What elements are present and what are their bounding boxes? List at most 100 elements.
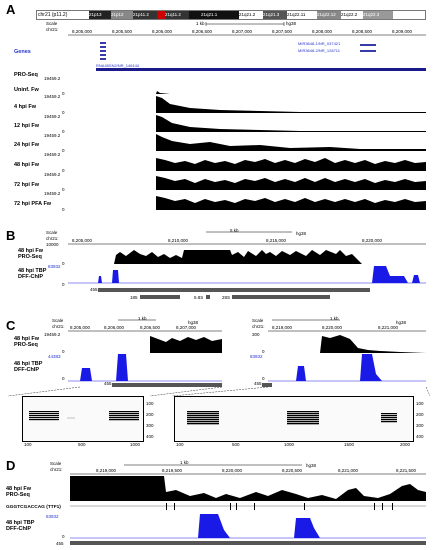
hl-x3: 1000 xyxy=(130,442,141,447)
coord-cr-1: 8,219,000 xyxy=(272,325,293,330)
hr-x2: 500 xyxy=(232,442,240,447)
band-21q22-2: 21q22.2 xyxy=(341,11,363,19)
band-21q21-1: 21q21.1 xyxy=(189,11,239,19)
ymax-d2: 83932 xyxy=(46,514,59,519)
panel-b-letter: B xyxy=(6,228,16,243)
feat-cl: 455 xyxy=(104,381,112,386)
signal-b-chip-1 xyxy=(98,276,102,283)
coord-a-7: 8,208,000 xyxy=(312,29,333,34)
signal-b-chip-3 xyxy=(372,266,408,283)
chr-label-d: chr21: xyxy=(50,467,63,472)
band-21p11-2: 21p11.2 xyxy=(133,11,157,19)
signal-72hpi-pfa xyxy=(68,196,426,210)
feat-cr: 455 xyxy=(254,381,262,386)
signal-b-chip-2 xyxy=(112,270,119,283)
coord-d-3: 8,220,000 xyxy=(222,468,243,473)
track-12hpi: 12 hpi Fw xyxy=(14,123,40,129)
ymax-cl2: 44383 xyxy=(48,354,61,359)
track-b-chip: 48 hpi TBP DFF-ChIP xyxy=(18,268,47,280)
scale-bar-label: 1 kb xyxy=(196,21,205,26)
signal-24hpi xyxy=(68,134,426,151)
feat-b-45s: 455 xyxy=(90,287,98,292)
signal-12hpi xyxy=(68,115,426,132)
band-21p12: 21p12 xyxy=(111,11,133,19)
panel-c-tracks xyxy=(7,319,431,397)
signal-b-chip-4 xyxy=(412,275,420,283)
band-21q11-2: 21q11.2 xyxy=(165,11,189,19)
track-d-proseq: 48 hpi Fw PRO-Seq xyxy=(6,486,32,498)
panel-a-letter: A xyxy=(6,2,16,17)
hr-x4: 1500 xyxy=(344,442,355,447)
centromere-marker xyxy=(157,11,165,19)
scale-label: Scale xyxy=(46,21,58,26)
coord-b-4: 8,220,000 xyxy=(362,238,383,243)
ymax-5: 19459.2 xyxy=(44,152,61,157)
signal-cr-chip-2 xyxy=(360,354,382,381)
coord-a-2: 8,205,500 xyxy=(112,29,133,34)
panel-a-tracks xyxy=(68,91,426,210)
ymax-b1: 10000 xyxy=(46,242,59,247)
hr-y3: 300 xyxy=(416,423,424,428)
band-21q22-3: 21q22.3 xyxy=(363,11,393,19)
gene-track xyxy=(96,42,426,71)
signal-d-chip-1 xyxy=(198,514,230,538)
ymin-cl1: 0 xyxy=(62,349,65,354)
scale-ruler-a xyxy=(68,22,426,36)
motif-label: GGGTCGACCAG (TTF1) xyxy=(6,505,61,510)
hl-y1: 100 xyxy=(146,401,154,406)
assembly-cr: hg38 xyxy=(396,320,407,325)
ymax-b2: 83932 xyxy=(48,264,61,269)
signal-cl-chip-2 xyxy=(116,354,128,381)
coord-b-3: 8,215,000 xyxy=(266,238,287,243)
coord-d-2: 8,219,500 xyxy=(162,468,183,473)
coord-a-6: 8,207,500 xyxy=(272,29,293,34)
heat-l-band-3 xyxy=(67,417,75,419)
proseq-label: PRO-Seq xyxy=(14,72,38,78)
ymin-cr2: 0 xyxy=(262,376,265,381)
signal-48hpi xyxy=(68,158,426,171)
scale-bar-cr: 1 kb xyxy=(330,316,339,321)
coord-cl-4: 8,207,000 xyxy=(176,325,197,330)
band-21q21-2: 21q21.2 xyxy=(239,11,263,19)
coord-a-4: 8,206,500 xyxy=(192,29,213,34)
ymin-b2: 0 xyxy=(62,282,65,287)
assembly-cl: hg38 xyxy=(188,320,199,325)
feat-d: 455 xyxy=(56,541,64,546)
coord-cr-3: 8,221,000 xyxy=(378,325,399,330)
panel-b-tracks xyxy=(68,231,426,299)
band-21q22-11: 21q22.11 xyxy=(287,11,317,19)
assembly-d: hg38 xyxy=(306,463,317,468)
chr-label-cl: chr21: xyxy=(52,324,65,329)
hr-y4: 400 xyxy=(416,434,424,439)
chromosome-ideogram: chr21 (p11.2) 21p13 21p12 21p11.2 21q11.… xyxy=(36,10,426,20)
track-72hpi-pfa: 72 hpi PFA Fw xyxy=(14,201,52,207)
heat-r-band-1 xyxy=(187,411,219,425)
hr-x5: 2000 xyxy=(400,442,411,447)
ymin-2: 0 xyxy=(62,110,65,115)
gene-mir3648-2: MIR3648-2/NR_128711 xyxy=(298,48,340,53)
signal-cl-proseq xyxy=(68,336,222,353)
assembly-label: hg38 xyxy=(286,21,297,26)
heat-r-band-2 xyxy=(287,411,319,425)
ymax-2: 19459.2 xyxy=(44,94,61,99)
coord-cl-2: 8,206,000 xyxy=(104,325,125,330)
coord-a-8: 8,208,500 xyxy=(352,29,373,34)
track-4hpi: 4 hpi Fw xyxy=(14,104,36,110)
hr-x3: 1000 xyxy=(284,442,295,447)
track-72hpi: 72 hpi Fw xyxy=(14,182,40,188)
track-c-proseq: 48 hpi Fw PRO-Seq xyxy=(14,336,40,348)
ymin-3: 0 xyxy=(62,129,65,134)
heat-l-band-1 xyxy=(29,411,59,421)
ymax-4: 19459.2 xyxy=(44,133,61,138)
coord-a-9: 8,209,000 xyxy=(392,29,413,34)
coord-d-6: 8,221,500 xyxy=(396,468,417,473)
ymin-cr1: 0 xyxy=(262,349,265,354)
ymin-6: 0 xyxy=(62,187,65,192)
coord-cl-1: 8,205,000 xyxy=(70,325,91,330)
ymin-4: 0 xyxy=(62,148,65,153)
coord-a-3: 8,206,000 xyxy=(152,29,173,34)
band-21q21-3: 21q21.3 xyxy=(263,11,287,19)
feat-b-58s: 5.8S xyxy=(194,295,204,300)
hl-y3: 300 xyxy=(146,423,154,428)
track-d-chip: 48 hpi TBP DFF-ChIP xyxy=(6,520,35,532)
